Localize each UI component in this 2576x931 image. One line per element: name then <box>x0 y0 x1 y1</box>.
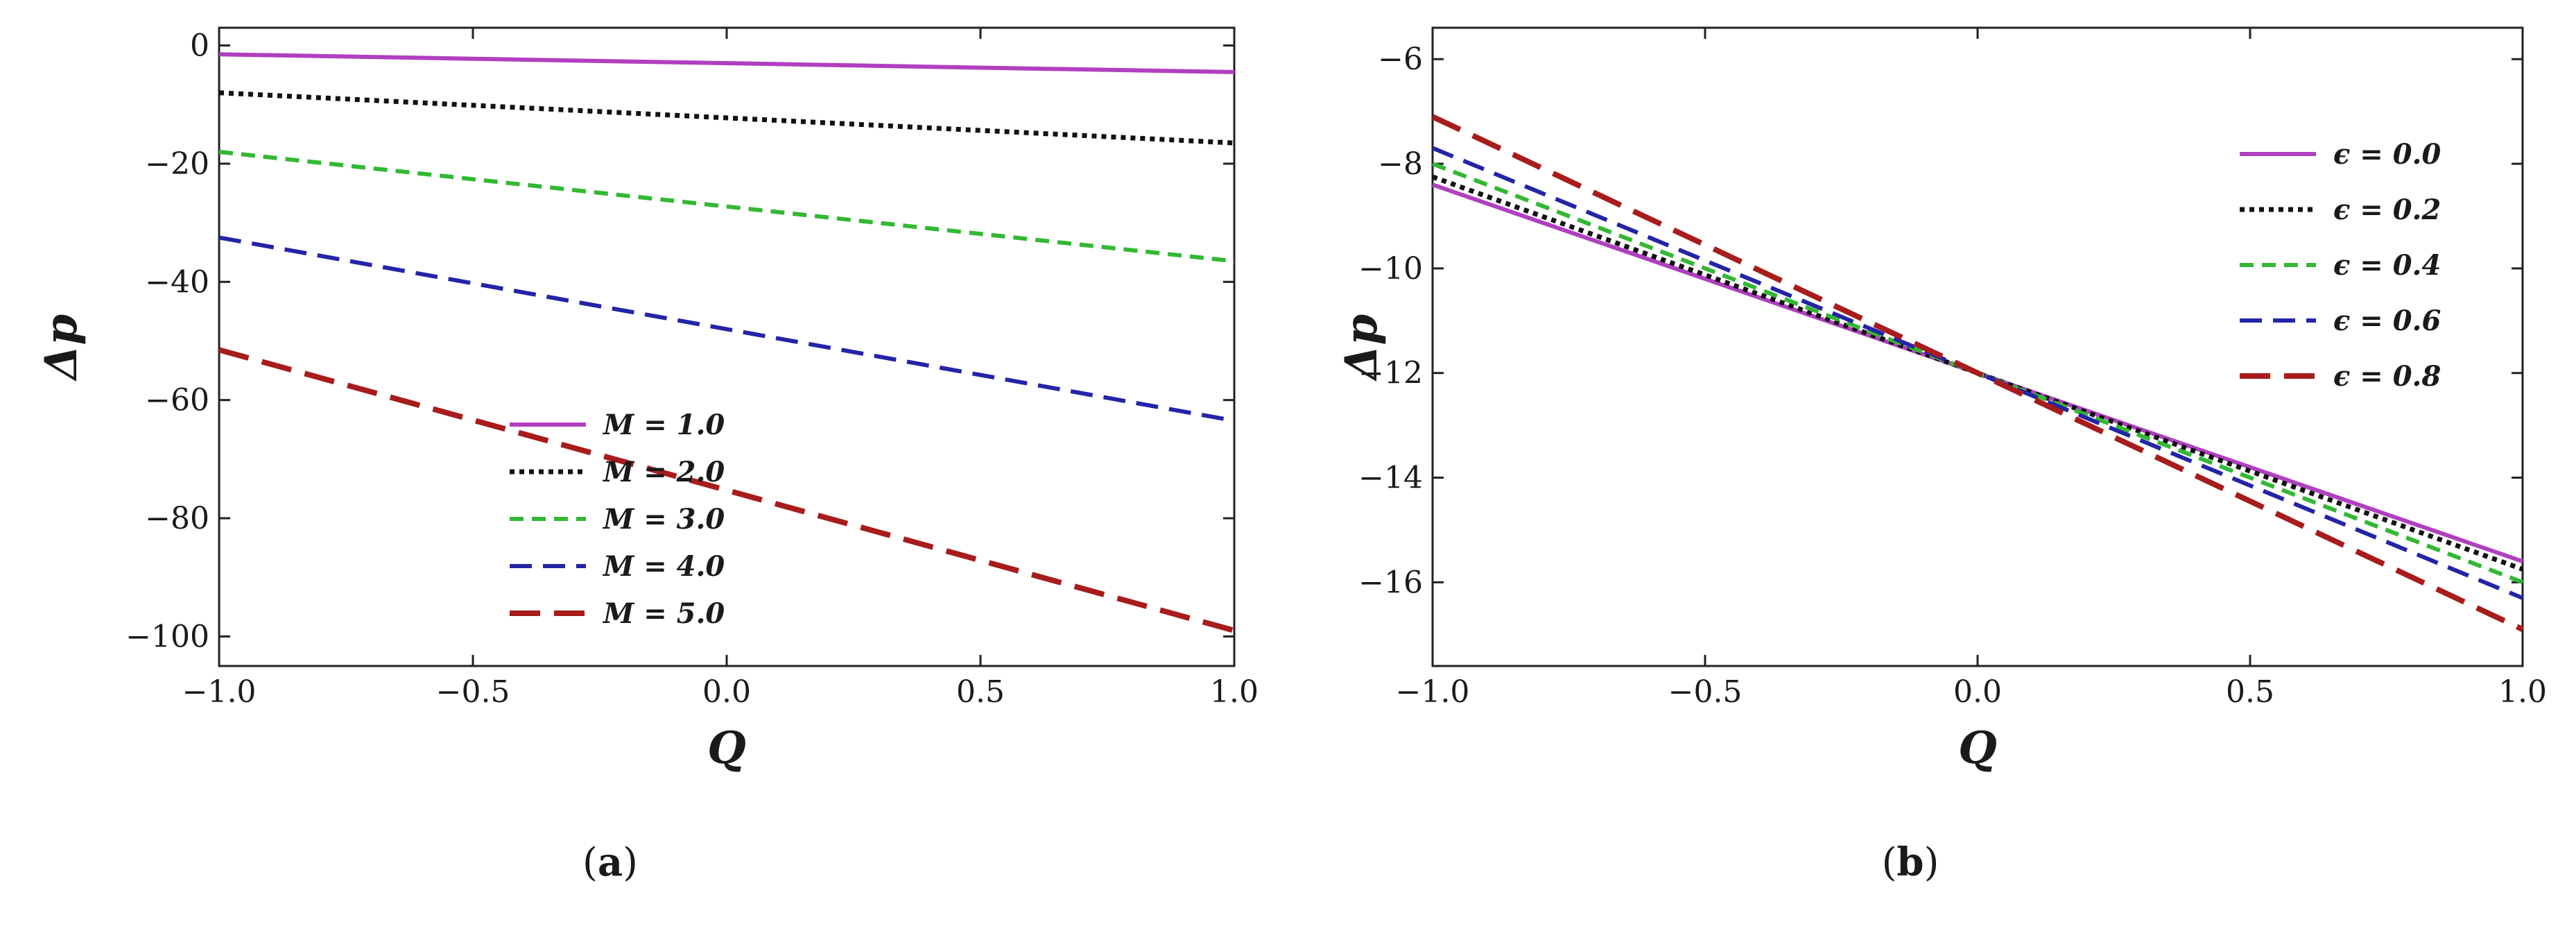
series-line-b-5 <box>1431 114 2524 632</box>
y-tick-label-b-5: −16 <box>1358 565 1423 600</box>
series-line-b-2 <box>1431 174 2524 572</box>
y-tick-label-a-3: −60 <box>145 383 209 418</box>
panel-label-a: (a) <box>582 839 638 885</box>
panel-a: −1.0 −0.5 0.0 0.5 1.0 0 −20 −40 −60 −80 −100 Q Δp… <box>35 26 1259 885</box>
legend-label-b-5: ϵ = 0.8 <box>2333 360 2441 393</box>
y-tick-label-a-2: −40 <box>145 264 209 300</box>
x-tick-label-a-0: −1.0 <box>182 674 257 710</box>
x-tick-label-b-0: −1.0 <box>1396 674 1470 710</box>
x-axis-label-b: Q <box>1958 722 1997 774</box>
y-tick-label-b-4: −14 <box>1358 461 1423 496</box>
panel-b: −1.0 −0.5 0.0 0.5 1.0 −6−8−10−12−14−16 Q Δp … <box>1335 26 2547 885</box>
legend-item-a-5: M = 5.0 <box>510 597 725 630</box>
x-tick-label-a-3: 0.5 <box>956 674 1005 710</box>
legend-item-b-3: ϵ = 0.4 <box>2240 249 2441 282</box>
legend-a: M = 1.0 M = 2.0 M = 3.0 M = 4.0 M = 5.0 <box>510 409 725 630</box>
legend-label-a-4: M = 4.0 <box>602 550 725 583</box>
x-ticks-a: −1.0 −0.5 0.0 0.5 1.0 <box>182 28 1259 710</box>
legend-label-b-2: ϵ = 0.2 <box>2333 194 2441 226</box>
x-tick-label-b-3: 0.5 <box>2226 674 2274 710</box>
legend-item-a-4: M = 4.0 <box>510 550 725 583</box>
x-tick-label-a-4: 1.0 <box>1210 674 1259 710</box>
legend-label-a-1: M = 1.0 <box>602 409 725 441</box>
y-tick-label-b-1: −8 <box>1378 146 1423 182</box>
series-line-b-4 <box>1431 146 2524 600</box>
legend-item-b-2: ϵ = 0.2 <box>2240 194 2441 226</box>
legend-item-a-3: M = 3.0 <box>510 503 725 536</box>
series-line-a-3 <box>218 149 1235 264</box>
x-tick-label-a-1: −0.5 <box>436 674 510 710</box>
y-ticks-a: 0 −20 −40 −60 −80 −100 <box>126 28 1234 654</box>
y-axis-label-b: Δp <box>1335 314 1388 382</box>
y-axis-label-a: Δp <box>35 314 87 382</box>
x-tick-label-b-4: 1.0 <box>2498 674 2547 710</box>
y-tick-label-a-1: −20 <box>145 146 209 182</box>
legend-item-b-1: ϵ = 0.0 <box>2240 138 2441 171</box>
legend-label-a-2: M = 2.0 <box>602 456 725 488</box>
legend-item-a-2: M = 2.0 <box>510 456 725 488</box>
legend-item-a-1: M = 1.0 <box>510 409 725 441</box>
legend-b: ϵ = 0.0 ϵ = 0.2 ϵ = 0.4 ϵ = 0.6 ϵ = 0.8 <box>2240 138 2441 393</box>
panel-label-b: (b) <box>1882 839 1939 885</box>
panel-letter-b: b <box>1896 839 1924 885</box>
x-ticks-b: −1.0 −0.5 0.0 0.5 1.0 <box>1396 28 2547 710</box>
plot-frame-b <box>1431 26 2524 667</box>
y-ticks-b: −6 −8 −10 −12 −14 −16 <box>1358 42 2523 600</box>
x-tick-label-b-2: 0.0 <box>1953 674 2002 710</box>
legend-label-b-1: ϵ = 0.0 <box>2333 138 2441 171</box>
y-tick-label-a-0: 0 <box>190 28 209 64</box>
legend-label-a-5: M = 5.0 <box>602 597 725 630</box>
series-lines-b <box>1431 114 2524 632</box>
legend-label-b-4: ϵ = 0.6 <box>2333 305 2441 337</box>
y-tick-label-b-2: −10 <box>1358 251 1423 287</box>
plot-frame-a <box>218 26 1236 667</box>
y-tick-label-b-3: −12 <box>1358 356 1423 391</box>
x-tick-label-a-2: 0.0 <box>702 674 751 710</box>
legend-label-b-3: ϵ = 0.4 <box>2333 249 2441 282</box>
series-line-a-4 <box>218 235 1235 423</box>
x-tick-label-b-1: −0.5 <box>1668 674 1743 710</box>
legend-item-b-4: ϵ = 0.6 <box>2240 305 2441 337</box>
y-tick-label-a-5: −100 <box>126 619 209 654</box>
panel-letter-a: a <box>598 839 623 885</box>
y-tick-label-b-0: −6 <box>1378 42 1423 77</box>
y-tick-label-a-4: −80 <box>145 501 209 536</box>
legend-label-a-3: M = 3.0 <box>602 503 725 536</box>
series-line-a-2 <box>218 90 1235 146</box>
x-axis-label-a: Q <box>707 722 746 774</box>
legend-item-b-5: ϵ = 0.8 <box>2240 360 2441 393</box>
series-line-a-1 <box>218 52 1235 74</box>
series-lines-a <box>218 52 1236 633</box>
